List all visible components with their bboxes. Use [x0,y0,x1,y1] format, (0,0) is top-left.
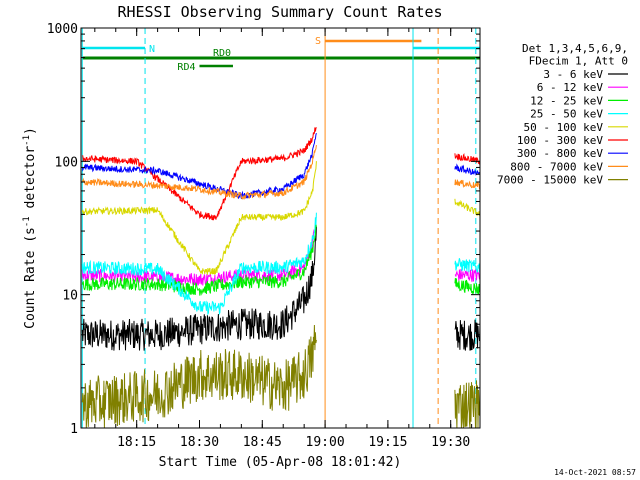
legend-entry-label: 12 - 25 keV [530,94,603,107]
series-line [81,161,317,276]
y-tick-label: 1000 [47,22,78,37]
legend-entry-label: 3 - 6 keV [543,68,603,81]
series-line [82,127,317,221]
y-tick-label: 10 [62,289,78,304]
x-tick-label: 18:30 [180,435,219,450]
series-100-300-kev [82,127,481,221]
legend-header-line: Det 1,3,4,5,6,9, [522,42,628,55]
annotation-label-rd0: RD0 [213,48,231,59]
series-line [454,198,481,216]
x-tick-label: 19:15 [368,435,407,450]
x-axis-label: Start Time (05-Apr-08 18:01:42) [159,455,402,470]
annotation-label-n: N [149,44,155,55]
series-line [81,324,317,429]
vertical-marker-layer [81,28,477,428]
annotation-label-s: S [315,36,321,47]
legend-entry-label: 50 - 100 keV [524,121,604,134]
series-layer [81,127,481,429]
annotation-label-rd4: RD4 [177,62,195,73]
series-line [81,216,317,287]
chart-title: RHESSI Observing Summary Count Rates [117,3,442,21]
series-line [81,145,317,201]
series-25-50-kev [81,212,481,316]
y-tick-label: 1 [70,422,78,437]
annotation-layer: N S RD0 RD4 [82,36,480,73]
series-line [454,269,481,282]
legend-entry-label: 100 - 300 keV [517,134,603,147]
series-12-25-kev [81,223,481,296]
series-line [454,163,481,176]
legend: Det 1,3,4,5,6,9,FDecim 1, Att 03 - 6 keV… [497,42,628,187]
y-axis-label-part: detector [23,146,38,217]
series-line [81,226,317,351]
series-line [81,212,317,316]
series-3-6-kev [81,226,481,351]
legend-entry-label: 7000 - 15000 keV [497,174,603,187]
series-line [81,223,317,296]
y-axis-label-part: ) [23,127,38,135]
series-line [81,132,317,200]
x-tick-label: 18:45 [243,435,282,450]
legend-entry-label: 6 - 12 keV [537,81,604,94]
y-axis-label-part: Count Rate (s [23,227,38,329]
y-tick-label: 100 [55,155,78,170]
legend-entry-label: 800 - 7000 keV [510,160,603,173]
series-line [454,278,481,296]
legend-entry-label: 300 - 800 keV [517,147,603,160]
series-line [454,258,481,274]
series-800-7000-kev [81,145,481,201]
y-axis-label: Count Rate (s-1 detector-1) [22,127,38,329]
y-axis-label-part: -1 [22,135,32,146]
series-line [454,179,481,190]
plot-frame [80,27,481,429]
series-6-12-kev [81,216,481,287]
y-axis-label-part: -1 [22,216,32,227]
generation-timestamp: 14-Oct-2021 08:57 [554,468,636,477]
series-7000-15000-kev [81,324,481,429]
x-tick-label: 18:15 [117,435,156,450]
legend-entry-label: 25 - 50 keV [530,108,603,121]
y-axis-ticks: 1 10 100 1000 [47,22,480,437]
legend-header-line: FDecim 1, Att 0 [529,55,628,68]
series-300-800-kev [81,132,481,200]
x-axis-ticks: 18:15 18:30 18:45 19:00 19:15 19:30 [94,28,473,450]
series-50-100-kev [81,161,481,276]
x-tick-label: 19:30 [431,435,470,450]
x-tick-label: 19:00 [306,435,345,450]
series-line [454,152,481,165]
series-line [454,319,481,351]
